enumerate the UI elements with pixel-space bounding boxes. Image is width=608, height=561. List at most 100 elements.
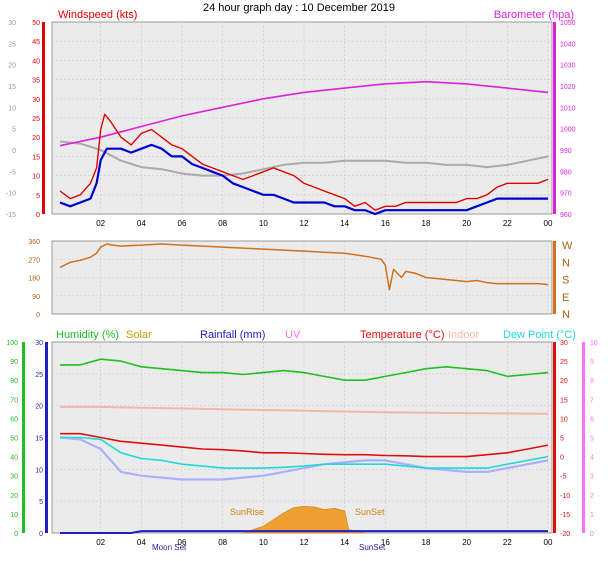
sunset-axis-label: SunSet xyxy=(359,543,386,552)
wind-x-tick: 14 xyxy=(340,219,349,228)
outer-left-tick: 25 xyxy=(8,41,16,48)
compass-label: N xyxy=(562,309,570,321)
outer-left-tick: 15 xyxy=(8,84,16,91)
wind-x-tick: 06 xyxy=(178,219,187,228)
climate-x-tick: 06 xyxy=(178,538,187,547)
humidity-tick: 20 xyxy=(10,493,18,500)
uv-tick: 8 xyxy=(590,378,594,385)
windspeed-tick: 5 xyxy=(36,193,40,200)
temperature-tick: -15 xyxy=(560,512,570,519)
temperature-tick: -10 xyxy=(560,493,570,500)
compass-label: E xyxy=(562,292,569,304)
wind-x-tick: 20 xyxy=(462,219,471,228)
outer-left-tick: 10 xyxy=(8,105,16,112)
uv-tick: 9 xyxy=(590,359,594,366)
uv-tick: 3 xyxy=(590,474,594,481)
humidity-tick: 100 xyxy=(6,340,18,347)
wind-x-tick: 04 xyxy=(137,219,146,228)
windspeed-tick: 50 xyxy=(32,20,40,27)
rainfall-tick: 30 xyxy=(35,340,43,347)
direction-tick: 360 xyxy=(28,239,40,246)
barometer-tick: 1040 xyxy=(560,41,576,48)
moon-set-label: Moon Set xyxy=(152,543,187,552)
temperature-line xyxy=(60,432,549,458)
windspeed-tick: 15 xyxy=(32,154,40,161)
legend-entry: Temperature (°C) xyxy=(360,329,444,341)
uv-tick: 6 xyxy=(590,416,594,423)
outer-left-tick: -15 xyxy=(6,212,16,219)
humidity-tick: 80 xyxy=(10,378,18,385)
climate-x-tick: 22 xyxy=(503,538,512,547)
light-blue-line xyxy=(59,436,549,481)
windspeed-axis-label: Windspeed (kts) xyxy=(58,9,137,21)
direction-line xyxy=(59,243,549,291)
humidity-tick: 30 xyxy=(10,474,18,481)
temperature-tick: 20 xyxy=(560,378,568,385)
legend-entry: Solar xyxy=(126,329,152,341)
temperature-tick: 30 xyxy=(560,340,568,347)
humidity-tick: 0 xyxy=(14,531,18,538)
compass-label: W xyxy=(562,240,573,252)
temperature-tick: 5 xyxy=(560,436,564,443)
direction-tick: 270 xyxy=(28,257,40,264)
climate-x-tick: 00 xyxy=(544,538,553,547)
barometer-axis-label: Barometer (hpa) xyxy=(494,9,574,21)
barometer-tick: 980 xyxy=(560,169,572,176)
legend-entry: Indoor xyxy=(448,329,480,341)
windspeed-axis-bar xyxy=(42,22,45,214)
uv-tick: 1 xyxy=(590,512,594,519)
indoor-line xyxy=(60,405,549,415)
humidity-tick: 50 xyxy=(10,436,18,443)
wind-gray-line xyxy=(59,140,549,177)
windspeed-tick: 20 xyxy=(32,135,40,142)
outer-left-tick: 30 xyxy=(8,20,16,27)
windspeed-tick: 40 xyxy=(32,58,40,65)
temperature-tick: 25 xyxy=(560,359,568,366)
outer-left-tick: 5 xyxy=(12,127,16,134)
rainfall-line xyxy=(60,530,548,534)
humidity-axis-bar xyxy=(22,342,25,533)
barometer-tick: 1030 xyxy=(560,63,576,70)
humidity-tick: 40 xyxy=(10,455,18,462)
rainfall-tick: 20 xyxy=(35,404,43,411)
uv-tick: 0 xyxy=(590,531,594,538)
temperature-tick: 15 xyxy=(560,397,568,404)
humidity-tick: 90 xyxy=(10,359,18,366)
outer-left-tick: -5 xyxy=(10,169,16,176)
humidity-tick: 60 xyxy=(10,416,18,423)
uv-axis-bar xyxy=(582,342,585,533)
wind-x-tick: 08 xyxy=(218,219,227,228)
sunrise-label: SunRise xyxy=(230,507,264,517)
climate-x-tick: 20 xyxy=(462,538,471,547)
wind-x-tick: 16 xyxy=(381,219,390,228)
wind-average-line xyxy=(59,143,548,216)
direction-tick: 180 xyxy=(28,276,40,283)
barometer-tick: 1020 xyxy=(560,84,576,91)
rainfall-tick: 25 xyxy=(35,372,43,379)
temperature-tick: -20 xyxy=(560,531,570,538)
climate-x-tick: 08 xyxy=(218,538,227,547)
direction-tick: 90 xyxy=(32,294,40,301)
climate-x-tick: 16 xyxy=(381,538,390,547)
barometer-line xyxy=(59,80,549,147)
outer-left-tick: -10 xyxy=(6,191,16,198)
chart-title: 24 hour graph day : 10 December 2019 xyxy=(203,2,395,14)
legend-entry: Rainfall (mm) xyxy=(200,329,265,341)
humidity-tick: 10 xyxy=(10,512,18,519)
compass-label: S xyxy=(562,275,569,287)
wind-x-tick: 22 xyxy=(503,219,512,228)
climate-x-tick: 14 xyxy=(340,538,349,547)
windspeed-tick: 45 xyxy=(32,39,40,46)
wind-x-tick: 12 xyxy=(300,219,309,228)
temperature-axis-bar xyxy=(553,342,556,533)
climate-x-tick: 02 xyxy=(96,538,105,547)
rainfall-tick: 10 xyxy=(35,467,43,474)
wind-x-tick: 18 xyxy=(422,219,431,228)
climate-x-tick: 04 xyxy=(137,538,146,547)
rainfall-tick: 5 xyxy=(39,499,43,506)
climate-x-tick: 10 xyxy=(259,538,268,547)
legend-entry: Dew Point (°C) xyxy=(503,329,576,341)
temperature-tick: -5 xyxy=(560,474,566,481)
